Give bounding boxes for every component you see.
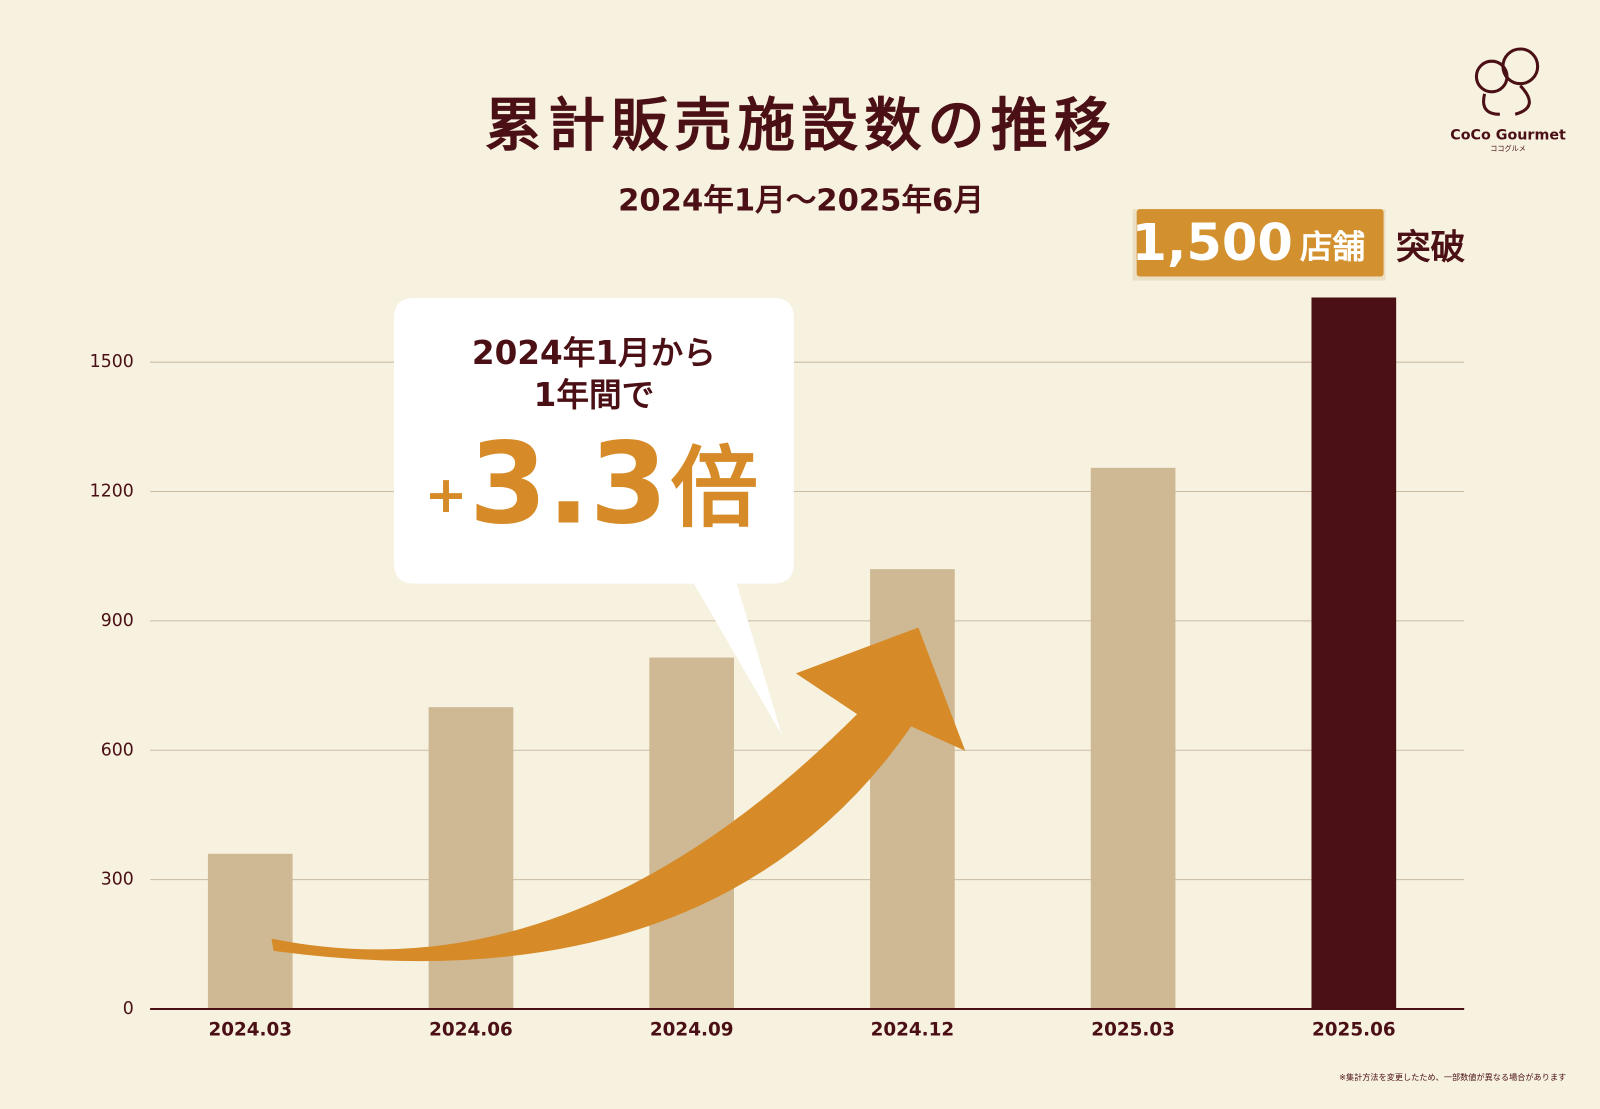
callout-line: 2024年1月から: [472, 334, 716, 372]
y-tick-label: 300: [101, 870, 134, 890]
badge-unit: 店舗: [1300, 228, 1365, 266]
chart-title: 累計販売施設数の推移: [485, 93, 1117, 159]
arrow-shape: [271, 627, 966, 962]
logo-icon: [1501, 47, 1540, 86]
logo-icon: [1482, 84, 1531, 116]
x-tick-label: 2024.03: [208, 1019, 292, 1040]
badge-number: 1,500: [1132, 214, 1293, 273]
callout-sign: +: [425, 466, 468, 525]
growth-arrow: [271, 627, 966, 962]
logo-name: CoCo Gourmet: [1450, 128, 1566, 144]
y-tick-label: 900: [101, 611, 134, 631]
x-tick-label: 2024.12: [871, 1019, 955, 1040]
callout: 2024年1月から 1年間で + 3.3 倍: [393, 297, 794, 735]
y-tick-label: 1200: [90, 482, 134, 502]
footnote: ※集計方法を変更したため、一部数値が異なる場合があります: [1339, 1072, 1566, 1082]
y-tick-label: 600: [101, 740, 134, 760]
y-tick-label: 1500: [90, 352, 134, 372]
bar: [1311, 297, 1397, 1010]
x-tick-label: 2025.06: [1312, 1019, 1396, 1040]
bar: [1090, 467, 1176, 1010]
callout-line: 1年間で: [534, 376, 655, 414]
badge-box: [1136, 209, 1384, 277]
x-tick-label: 2024.06: [429, 1019, 513, 1040]
x-tick-label: 2024.09: [650, 1019, 734, 1040]
callout-bubble: [393, 297, 794, 735]
bar: [207, 853, 293, 1010]
y-tick-label: 0: [123, 999, 134, 1019]
callout-unit: 倍: [670, 438, 758, 540]
badge: 1,500 店舗 突破: [1132, 209, 1466, 281]
chart-subtitle: 2024年1月～2025年6月: [618, 184, 984, 219]
plot: 0 300 600 900 1200 1500 2024.03 2024.06 2024.09 2…: [90, 297, 1465, 1040]
badge-suffix: 突破: [1396, 228, 1466, 268]
logo: CoCo Gourmet ココグルメ: [1450, 47, 1566, 153]
x-tick-label: 2025.03: [1091, 1019, 1175, 1040]
logo-kana: ココグルメ: [1490, 144, 1526, 153]
bar: [428, 707, 514, 1010]
callout-number: 3.3: [469, 420, 668, 550]
